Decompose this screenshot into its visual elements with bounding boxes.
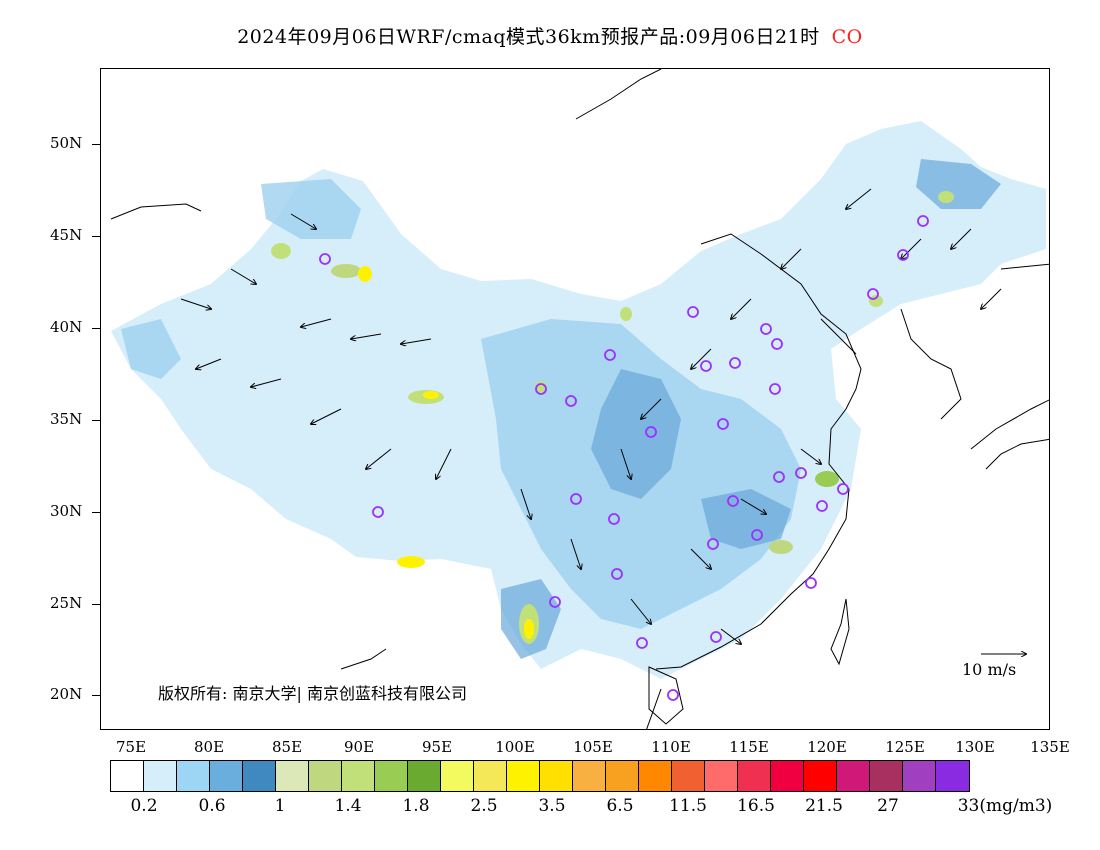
color-legend bbox=[110, 760, 970, 792]
legend-swatch bbox=[309, 761, 342, 791]
lon-label-80e: 80E bbox=[193, 738, 225, 756]
lat-tickmark bbox=[92, 695, 100, 696]
lon-label-135e: 135E bbox=[1030, 738, 1070, 756]
lon-label-100e: 100E bbox=[495, 738, 535, 756]
lon-label-75e: 75E bbox=[115, 738, 147, 756]
lat-tickmark bbox=[92, 144, 100, 145]
legend-swatch bbox=[144, 761, 177, 791]
lat-label-35n: 35N bbox=[50, 410, 83, 428]
lon-label-115e: 115E bbox=[729, 738, 769, 756]
lat-tickmark bbox=[92, 604, 100, 605]
legend-swatch bbox=[672, 761, 705, 791]
legend-label: 1.4 bbox=[334, 796, 362, 816]
legend-swatch bbox=[243, 761, 276, 791]
copyright-text: 版权所有: 南京大学| 南京创蓝科技有限公司 bbox=[158, 684, 467, 703]
lon-label-125e: 125E bbox=[885, 738, 925, 756]
lat-tickmark bbox=[92, 328, 100, 329]
lat-tickmark bbox=[92, 420, 100, 421]
lat-label-20n: 20N bbox=[50, 685, 83, 703]
legend-label: 1 bbox=[274, 796, 286, 816]
lon-label-95e: 95E bbox=[421, 738, 453, 756]
station-markers bbox=[319, 215, 929, 701]
legend-swatch bbox=[507, 761, 540, 791]
legend-label: 6.5 bbox=[606, 796, 634, 816]
legend-swatch bbox=[804, 761, 837, 791]
legend-swatch bbox=[342, 761, 375, 791]
map-title: 2024年09月06日WRF/cmaq模式36km预报产品:09月06日21时 C… bbox=[0, 22, 1100, 49]
legend-label: 1.8 bbox=[402, 796, 430, 816]
legend-label: 21.5 bbox=[805, 796, 843, 816]
lat-label-45n: 45N bbox=[50, 226, 83, 244]
legend-swatch bbox=[837, 761, 870, 791]
lon-label-130e: 130E bbox=[955, 738, 995, 756]
legend-swatch bbox=[540, 761, 573, 791]
legend-label: 16.5 bbox=[737, 796, 775, 816]
legend-label: 33(mg/m3) bbox=[957, 796, 1053, 816]
legend-swatch bbox=[474, 761, 507, 791]
lon-label-85e: 85E bbox=[271, 738, 303, 756]
lat-label-50n: 50N bbox=[50, 134, 83, 152]
legend-swatch bbox=[111, 761, 144, 791]
legend-label: 2.5 bbox=[470, 796, 498, 816]
lon-label-105e: 105E bbox=[573, 738, 613, 756]
legend-swatch bbox=[573, 761, 606, 791]
legend-swatch bbox=[639, 761, 672, 791]
legend-swatch bbox=[177, 761, 210, 791]
wind-reference-label: 10 m/s bbox=[962, 660, 1017, 679]
legend-swatch bbox=[276, 761, 309, 791]
legend-swatch bbox=[903, 761, 936, 791]
lon-label-90e: 90E bbox=[343, 738, 375, 756]
legend-swatch bbox=[870, 761, 903, 791]
legend-swatch bbox=[606, 761, 639, 791]
lat-label-25n: 25N bbox=[50, 594, 83, 612]
lat-tickmark bbox=[92, 236, 100, 237]
legend-swatch bbox=[408, 761, 441, 791]
pollutant-label: CO bbox=[831, 26, 863, 48]
lon-label-120e: 120E bbox=[807, 738, 847, 756]
legend-swatch bbox=[738, 761, 771, 791]
legend-swatch bbox=[936, 761, 969, 791]
legend-label: 27 bbox=[877, 796, 899, 816]
legend-label: 0.6 bbox=[198, 796, 226, 816]
wind-arrows bbox=[180, 188, 1026, 654]
map-canvas bbox=[110, 69, 1049, 729]
lon-label-110e: 110E bbox=[651, 738, 691, 756]
legend-swatch bbox=[705, 761, 738, 791]
concentration-field bbox=[111, 121, 1046, 679]
title-text: 2024年09月06日WRF/cmaq模式36km预报产品:09月06日21时 bbox=[237, 26, 820, 48]
lat-label-30n: 30N bbox=[50, 502, 83, 520]
legend-swatch bbox=[771, 761, 804, 791]
coastlines bbox=[110, 69, 1049, 729]
legend-swatch bbox=[441, 761, 474, 791]
legend-label: 11.5 bbox=[669, 796, 707, 816]
legend-label: 0.2 bbox=[130, 796, 158, 816]
lat-label-40n: 40N bbox=[50, 318, 83, 336]
legend-label: 3.5 bbox=[538, 796, 566, 816]
legend-swatch bbox=[375, 761, 408, 791]
lat-tickmark bbox=[92, 512, 100, 513]
legend-swatch bbox=[210, 761, 243, 791]
map-frame bbox=[100, 68, 1050, 730]
